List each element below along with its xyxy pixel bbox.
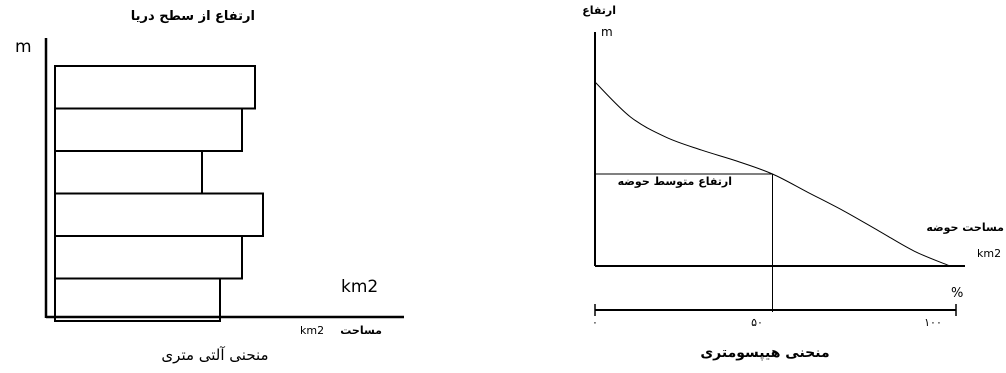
scale-label-100: ۱۰۰ (924, 316, 942, 329)
altimetric-bar (54, 107, 243, 152)
scale-label-50: ۵۰ (751, 316, 763, 329)
altimetric-bar (54, 192, 264, 237)
scale-label-0: ۰ (592, 316, 598, 329)
right-x-unit: km2 (977, 247, 1001, 260)
left-y-title: ارتفاع از سطح دریا (131, 9, 255, 24)
mean-elevation-label: ارتفاع متوسط حوضه (618, 175, 732, 188)
hypsometric-diagram: ارتفاع m ارتفاع متوسط حوضه مساحت حوضه km… (582, 4, 1004, 361)
altimetric-bar (54, 65, 256, 110)
left-caption: منحنی آلتی متری (161, 346, 268, 364)
left-x-axis-unit: km2 (300, 324, 324, 337)
left-y-unit: m (15, 37, 32, 57)
right-x-title: مساحت حوضه (926, 221, 1004, 234)
altimetric-bars (54, 65, 264, 322)
altimetric-bar (54, 277, 221, 322)
altimetric-bar (54, 150, 203, 195)
right-y-unit: m (601, 25, 613, 39)
altimetric-diagram: ارتفاع از سطح دریا m km2 مساحت km2 منحنی… (15, 9, 404, 364)
left-x-unit: km2 (341, 277, 378, 297)
left-x-axis-label: مساحت (340, 324, 382, 337)
percent-symbol: % (951, 286, 963, 301)
right-caption: منحنی هیپسومتری (700, 345, 829, 361)
right-y-title: ارتفاع (582, 4, 616, 17)
altimetric-bar (54, 235, 243, 280)
